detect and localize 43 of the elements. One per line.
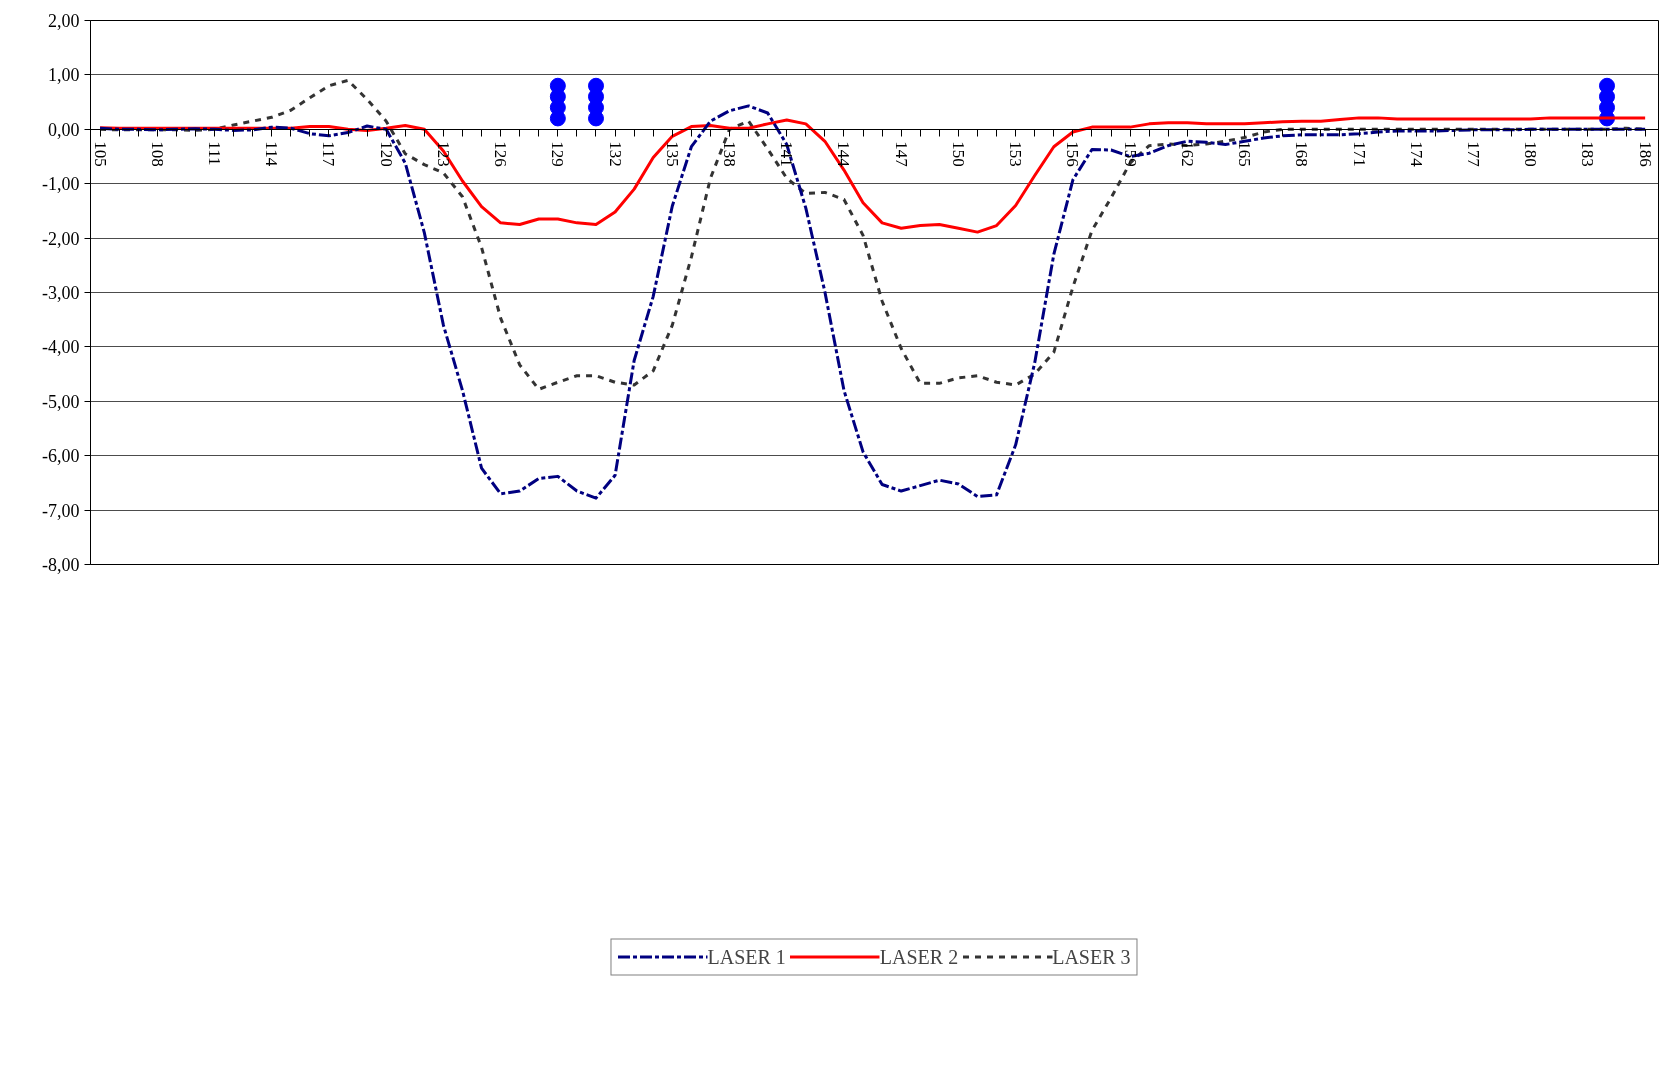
legend-label: LASER 3: [1052, 945, 1131, 968]
x-tick-label: 177: [1463, 141, 1483, 168]
x-tick-label: 138: [720, 141, 740, 167]
y-tick-label: -2,00: [42, 228, 80, 249]
y-tick-label: -6,00: [42, 446, 80, 467]
legend-label: LASER 1: [707, 945, 786, 968]
x-tick-label: 162: [1177, 141, 1197, 167]
x-tick-label: 111: [204, 141, 224, 166]
y-tick-label: 1,00: [48, 65, 80, 86]
x-tick-label: 150: [948, 141, 968, 167]
x-tick-label: 153: [1006, 141, 1026, 167]
x-tick-label: 174: [1406, 141, 1426, 168]
y-tick-label: -1,00: [42, 174, 80, 195]
x-tick-label: 156: [1063, 141, 1083, 167]
y-tick-label: -3,00: [42, 283, 80, 303]
x-tick-label: 129: [548, 141, 568, 167]
legend-label: LASER 2: [879, 945, 959, 968]
x-tick-label: 180: [1521, 141, 1541, 167]
x-tick-label: 171: [1349, 141, 1369, 167]
x-tick-label: 147: [891, 141, 911, 168]
y-tick-label: -4,00: [42, 337, 80, 358]
x-tick-label: 159: [1120, 141, 1140, 167]
y-tick-label: -7,00: [42, 500, 80, 521]
x-tick-label: 126: [491, 141, 511, 167]
x-tick-label: 105: [90, 141, 110, 167]
x-tick-label: 183: [1578, 141, 1598, 167]
x-tick-label: 141: [777, 141, 797, 167]
x-tick-label: 144: [834, 141, 854, 168]
x-tick-label: 165: [1235, 141, 1255, 167]
x-tick-label: 114: [262, 141, 282, 167]
y-tick-label: 2,00: [48, 11, 80, 31]
x-tick-label: 132: [605, 141, 625, 167]
x-tick-label: 117: [319, 141, 339, 167]
y-tick-label: -8,00: [42, 555, 80, 575]
x-tick-label: 186: [1635, 141, 1655, 167]
x-tick-label: 120: [376, 141, 396, 167]
x-tick-label: 108: [147, 141, 167, 167]
y-tick-label: 0,00: [48, 119, 80, 140]
point: [549, 110, 566, 127]
x-tick-label: 123: [433, 141, 453, 167]
x-tick-label: 135: [662, 141, 682, 167]
x-tick-label: 168: [1292, 141, 1312, 167]
y-tick-label: -5,00: [42, 391, 80, 412]
